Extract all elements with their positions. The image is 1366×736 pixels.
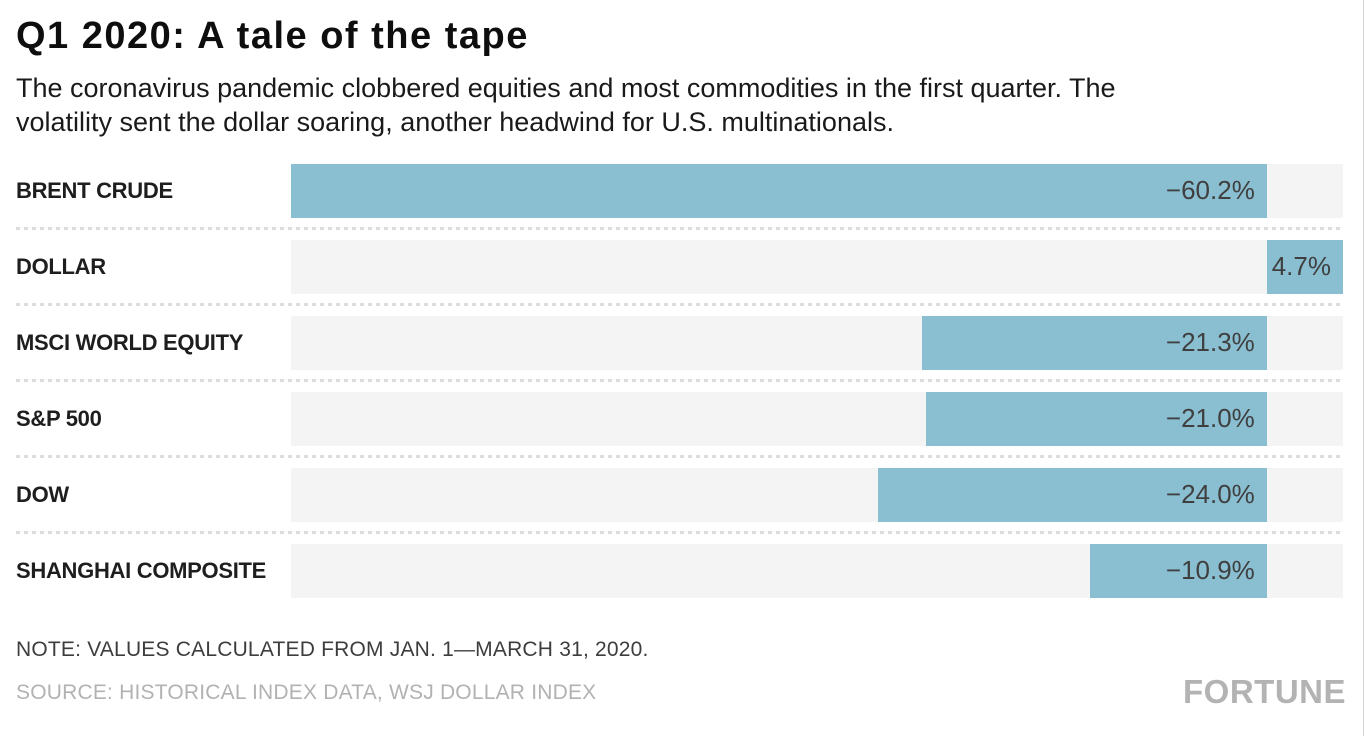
bar-row: DOW −24.0%	[16, 467, 1366, 522]
row-label: DOLLAR	[16, 253, 106, 279]
bar-row: DOLLAR 4.7%	[16, 239, 1366, 294]
bar: 4.7%	[1266, 239, 1343, 294]
dotted-divider	[16, 455, 1343, 459]
bar: −10.9%	[1090, 543, 1267, 598]
bar-track: −21.3%	[291, 315, 1343, 370]
bar-value-label: −60.2%	[1165, 175, 1255, 206]
bar: −24.0%	[877, 467, 1267, 522]
bar-value-label: 4.7%	[1271, 251, 1331, 282]
bar: −21.3%	[921, 315, 1267, 370]
row-label: DOW	[16, 481, 69, 507]
right-edge-divider	[1363, 0, 1364, 736]
bar-value-label: −21.0%	[1165, 403, 1255, 434]
dotted-divider	[16, 531, 1343, 535]
bar-row: BRENT CRUDE −60.2%	[16, 163, 1366, 218]
row-separator	[16, 446, 1366, 468]
row-label: MSCI WORLD EQUITY	[16, 329, 244, 355]
row-separator	[16, 522, 1366, 544]
bar-track: 4.7%	[291, 239, 1343, 294]
row-separator	[16, 294, 1366, 316]
bar-chart: BRENT CRUDE −60.2% DOLLAR 4.7% MSCI WORLD EQ…	[16, 163, 1366, 598]
bar: −21.0%	[926, 391, 1267, 446]
row-label: BRENT CRUDE	[16, 177, 173, 203]
bar-row: S&P 500 −21.0%	[16, 391, 1366, 446]
bar-value-label: −10.9%	[1165, 555, 1255, 586]
bar-track: −60.2%	[291, 163, 1343, 218]
bar-value-label: −21.3%	[1165, 327, 1255, 358]
chart-note: NOTE: VALUES CALCULATED FROM JAN. 1—MARC…	[16, 637, 649, 661]
chart-source: SOURCE: HISTORICAL INDEX DATA, WSJ DOLLA…	[16, 680, 597, 704]
row-label: S&P 500	[16, 405, 102, 431]
dotted-divider	[16, 379, 1343, 383]
dotted-divider	[16, 227, 1343, 231]
dotted-divider	[16, 303, 1343, 307]
row-separator	[16, 370, 1366, 392]
bar-track: −24.0%	[291, 467, 1343, 522]
row-separator	[16, 218, 1366, 240]
bar-track: −21.0%	[291, 391, 1343, 446]
bar-value-label: −24.0%	[1165, 479, 1255, 510]
bar-track: −10.9%	[291, 543, 1343, 598]
row-label: SHANGHAI COMPOSITE	[16, 557, 267, 583]
chart-subtitle: The coronavirus pandemic clobbered equit…	[16, 72, 1116, 137]
fortune-logo: FORTUNE	[1183, 673, 1346, 710]
bar-row: MSCI WORLD EQUITY −21.3%	[16, 315, 1366, 370]
bar: −60.2%	[291, 163, 1267, 218]
chart-content: Q1 2020: A tale of the tape The coronavi…	[16, 15, 1366, 704]
page-title: Q1 2020: A tale of the tape	[16, 15, 529, 57]
bar-row: SHANGHAI COMPOSITE −10.9%	[16, 543, 1366, 598]
